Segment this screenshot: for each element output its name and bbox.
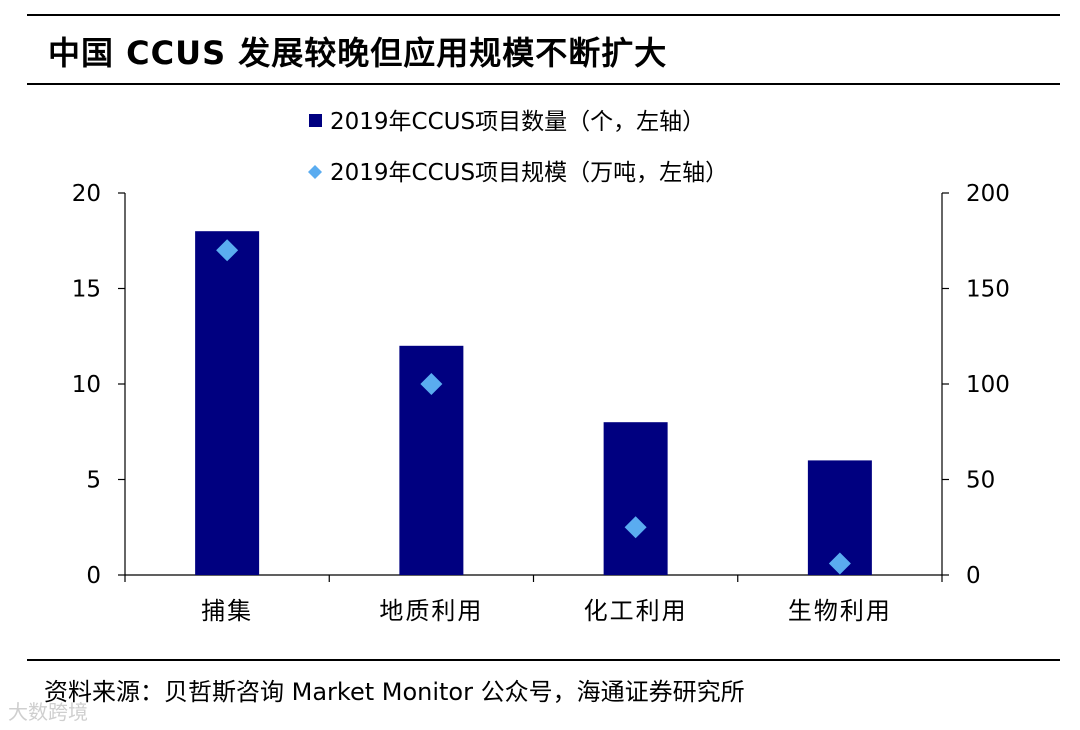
bar — [195, 231, 260, 575]
legend-marker-swatch — [308, 165, 322, 179]
legend: 2019年CCUS项目数量（个，左轴） 2019年CCUS项目规模（万吨，左轴） — [308, 109, 728, 186]
bar — [603, 422, 668, 575]
legend-bar-swatch — [309, 114, 322, 127]
right-tick-label: 0 — [966, 563, 981, 589]
category-label: 生物利用 — [788, 597, 892, 625]
left-tick-label: 0 — [86, 563, 101, 589]
left-tick-label: 15 — [72, 277, 101, 303]
legend-bar-label: 2019年CCUS项目数量（个，左轴） — [330, 109, 705, 135]
scatter-point — [420, 373, 443, 395]
title-rule — [27, 83, 1060, 85]
right-tick-label: 200 — [966, 181, 1010, 207]
top-rule — [27, 14, 1060, 16]
scatter-point — [624, 516, 647, 539]
right-tick-label: 150 — [966, 277, 1010, 303]
bars — [195, 231, 872, 575]
page-title: 中国 CCUS 发展较晚但应用规模不断扩大 — [48, 34, 668, 72]
right-tick-label: 100 — [966, 372, 1010, 398]
watermark: 大数跨境 — [8, 700, 88, 724]
source-note: 资料来源：贝哲斯咨询 Market Monitor 公众号，海通证券研究所 — [44, 678, 745, 706]
bottom-rule — [27, 659, 1060, 661]
left-tick-label: 5 — [86, 468, 101, 494]
scatter-point — [216, 239, 239, 262]
markers — [216, 239, 851, 575]
category-label: 地质利用 — [379, 597, 483, 625]
right-tick-label: 50 — [966, 468, 995, 494]
category-label: 化工利用 — [584, 597, 688, 625]
category-label: 捕集 — [201, 597, 253, 625]
legend-marker-label: 2019年CCUS项目规模（万吨，左轴） — [330, 160, 728, 186]
left-tick-label: 20 — [72, 181, 101, 207]
scatter-point — [828, 552, 851, 575]
left-tick-label: 10 — [72, 372, 101, 398]
